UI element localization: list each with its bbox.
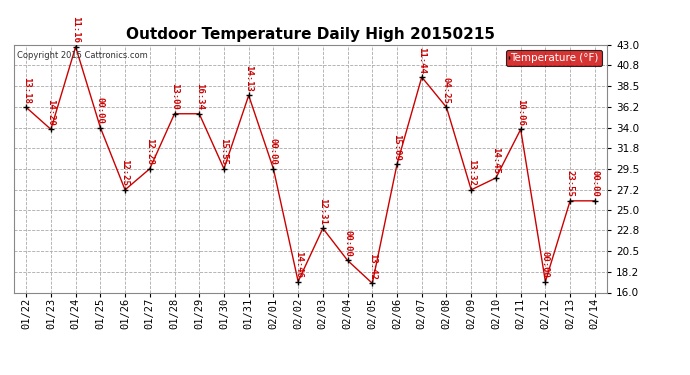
Text: 13:42: 13:42 [368, 253, 377, 280]
Text: 14:46: 14:46 [294, 251, 303, 278]
Text: 00:00: 00:00 [269, 138, 278, 165]
Legend: Temperature (°F): Temperature (°F) [506, 50, 602, 66]
Text: 14:45: 14:45 [491, 147, 500, 174]
Text: 15:55: 15:55 [219, 138, 228, 165]
Text: 13:00: 13:00 [170, 83, 179, 110]
Text: 04:25: 04:25 [442, 77, 451, 104]
Text: Copyright 2015 Cattronics.com: Copyright 2015 Cattronics.com [17, 51, 148, 60]
Text: 00:00: 00:00 [96, 97, 105, 124]
Text: 11:16: 11:16 [71, 16, 80, 43]
Text: 13:18: 13:18 [21, 77, 30, 104]
Text: 12:25: 12:25 [121, 159, 130, 186]
Text: 23:55: 23:55 [566, 170, 575, 197]
Text: 10:06: 10:06 [516, 99, 525, 126]
Text: 14:20: 14:20 [46, 99, 55, 126]
Text: 16:34: 16:34 [195, 83, 204, 110]
Text: 12:28: 12:28 [146, 138, 155, 165]
Text: 12:31: 12:31 [318, 198, 327, 225]
Text: 14:13: 14:13 [244, 65, 253, 92]
Text: 00:00: 00:00 [591, 170, 600, 197]
Text: 13:32: 13:32 [466, 159, 475, 186]
Text: 15:09: 15:09 [393, 134, 402, 160]
Text: 11:44: 11:44 [417, 46, 426, 74]
Title: Outdoor Temperature Daily High 20150215: Outdoor Temperature Daily High 20150215 [126, 27, 495, 42]
Text: 00:00: 00:00 [343, 230, 352, 257]
Text: 00:00: 00:00 [541, 251, 550, 278]
